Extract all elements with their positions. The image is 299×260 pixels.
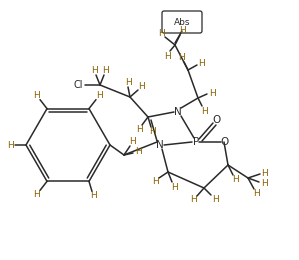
Text: H: H — [262, 168, 269, 178]
Text: H: H — [158, 29, 164, 37]
Text: H: H — [102, 66, 108, 75]
Text: H: H — [136, 125, 142, 133]
Text: H: H — [138, 81, 144, 90]
Text: H: H — [91, 66, 97, 75]
Text: P: P — [193, 137, 199, 147]
Text: O: O — [212, 115, 220, 125]
Text: O: O — [220, 137, 228, 147]
Text: H: H — [125, 77, 131, 87]
Text: H: H — [152, 177, 158, 185]
Text: H: H — [90, 191, 96, 200]
Text: Cl: Cl — [73, 80, 83, 90]
FancyBboxPatch shape — [162, 11, 202, 33]
Text: H: H — [135, 147, 141, 157]
Text: N: N — [174, 107, 182, 117]
Text: H: H — [164, 51, 170, 61]
Text: H: H — [253, 190, 259, 198]
Text: H: H — [201, 107, 208, 115]
Text: H: H — [232, 176, 238, 185]
Text: H: H — [209, 88, 215, 98]
Text: H: H — [96, 91, 102, 100]
Text: H: H — [179, 25, 185, 35]
Text: H: H — [178, 53, 184, 62]
Text: H: H — [33, 91, 39, 100]
Text: H: H — [261, 179, 267, 188]
Text: H: H — [198, 58, 205, 68]
Text: H: H — [171, 183, 177, 192]
Text: H: H — [212, 194, 218, 204]
Text: H: H — [129, 138, 135, 146]
Text: H: H — [149, 127, 155, 136]
Text: H: H — [33, 190, 39, 199]
Text: H: H — [190, 196, 196, 205]
Text: H: H — [7, 140, 13, 150]
Text: Abs: Abs — [174, 17, 190, 27]
Text: N: N — [156, 140, 164, 150]
